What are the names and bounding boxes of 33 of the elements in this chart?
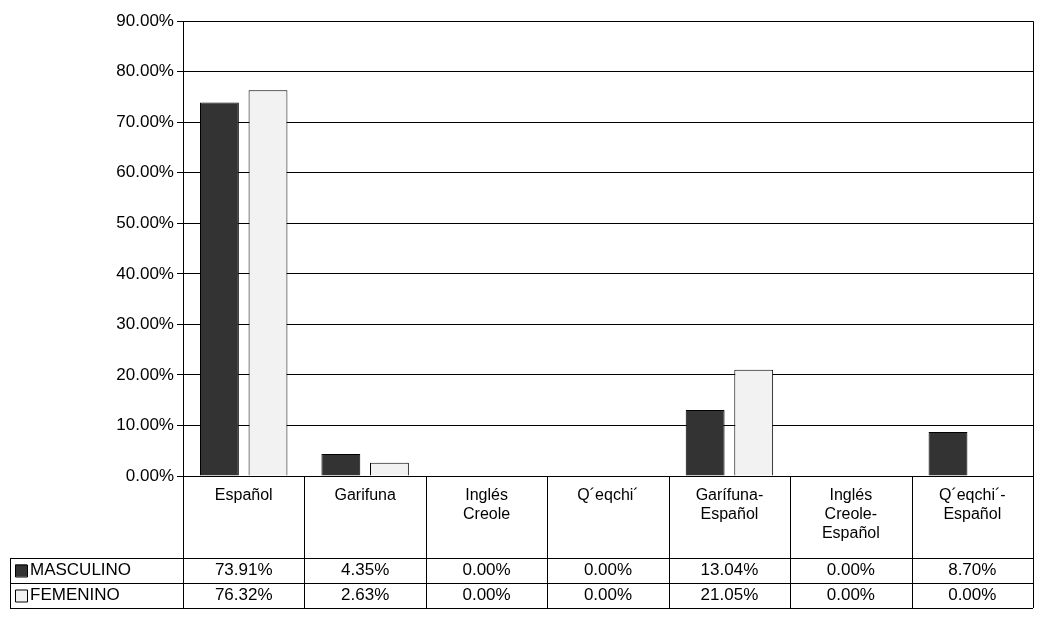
y-tick-label: 70.00% [116, 111, 174, 131]
data-label: 0.00% [826, 560, 875, 580]
x-tick-label: Inglés Creole-Español [821, 486, 880, 542]
x-tick-label: Garífuna-Español [695, 486, 764, 523]
data-label: 8.70% [948, 560, 997, 580]
data-label: 76.32% [214, 585, 273, 605]
data-label: 73.91% [214, 560, 273, 580]
y-tick-label: 60.00% [116, 162, 174, 182]
y-tick-label: 0.00% [125, 465, 174, 485]
y-tick-label: 80.00% [116, 61, 174, 81]
y-tick-label: 20.00% [116, 364, 174, 384]
y-tick-label: 10.00% [116, 415, 174, 435]
legend-label: FEMENINO [30, 585, 120, 605]
data-label: 21.05% [700, 585, 759, 605]
data-label: 4.35% [341, 560, 390, 580]
x-tick-label: Garifuna [334, 486, 396, 504]
data-label: 0.00% [583, 585, 633, 605]
data-label: 0.00% [583, 560, 633, 580]
data-label: 0.00% [462, 585, 511, 605]
data-label: 2.63% [341, 585, 390, 605]
x-tick-label: Q´eqchi´ [577, 486, 639, 504]
x-tick-label: Español [214, 486, 273, 504]
y-tick-label: 40.00% [116, 263, 174, 283]
y-tick-label: 50.00% [116, 213, 174, 233]
legend-label: MASCULINO [30, 560, 132, 580]
data-label: 0.00% [826, 585, 875, 605]
y-tick-label: 90.00% [116, 10, 174, 30]
x-tick-label: Q´eqchi´-Español [938, 486, 1006, 523]
data-label: 0.00% [462, 560, 511, 580]
data-label: 0.00% [948, 585, 997, 605]
y-tick-label: 30.00% [116, 314, 174, 334]
data-label: 13.04% [700, 560, 759, 580]
x-tick-label: Inglés Creole [463, 486, 511, 523]
